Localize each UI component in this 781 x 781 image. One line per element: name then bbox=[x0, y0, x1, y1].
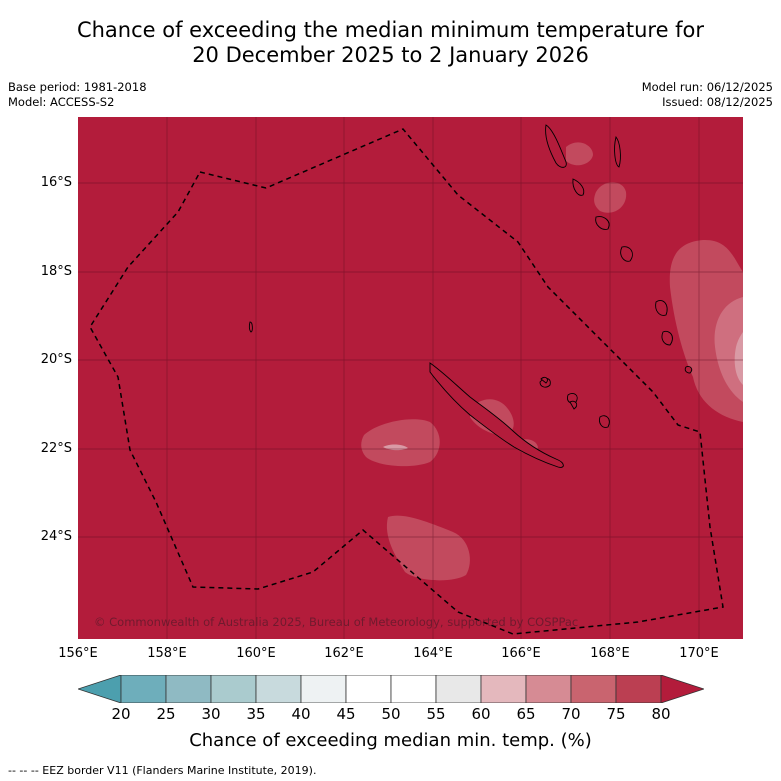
colorbar-cell-75 bbox=[615, 675, 662, 703]
map-svg bbox=[78, 117, 743, 639]
cbar-tick-50: 50 bbox=[381, 705, 401, 723]
cbar-tick-60: 60 bbox=[471, 705, 491, 723]
colorbar-cell-35 bbox=[255, 675, 302, 703]
cbar-tick-35: 35 bbox=[246, 705, 266, 723]
meta-left: Base period: 1981-2018 Model: ACCESS-S2 bbox=[8, 80, 147, 110]
copyright-text: © Commonwealth of Australia 2025, Bureau… bbox=[94, 615, 579, 629]
colorbar-cell-25 bbox=[165, 675, 212, 703]
lat-label-16s: 16°S bbox=[40, 175, 72, 190]
cbar-tick-70: 70 bbox=[561, 705, 581, 723]
patch-west bbox=[361, 419, 440, 467]
lat-label-20s: 20°S bbox=[40, 352, 72, 367]
colorbar-label: Chance of exceeding median min. temp. (%… bbox=[189, 730, 592, 751]
islet-c2 bbox=[569, 400, 578, 410]
vanuatu-efate bbox=[595, 216, 610, 230]
islet-e1 bbox=[655, 300, 668, 316]
lon-label-170e: 170°E bbox=[679, 646, 719, 661]
cbar-tick-75: 75 bbox=[606, 705, 626, 723]
base-period: Base period: 1981-2018 bbox=[8, 80, 147, 94]
islet-c1 bbox=[540, 376, 548, 384]
patch-east-core bbox=[734, 332, 743, 385]
colorbar-cell-50 bbox=[390, 675, 437, 703]
vanuatu-tanna bbox=[620, 246, 633, 262]
eez-border bbox=[89, 128, 724, 635]
colorbar-cell-20 bbox=[120, 675, 167, 703]
model-name: Model: ACCESS-S2 bbox=[8, 95, 115, 109]
cbar-tick-45: 45 bbox=[336, 705, 356, 723]
colorbar-cell-55 bbox=[435, 675, 482, 703]
lon-label-162e: 162°E bbox=[324, 646, 364, 661]
cbar-tick-30: 30 bbox=[201, 705, 221, 723]
colorbar-cell-30 bbox=[210, 675, 257, 703]
title-line-2: 20 December 2025 to 2 January 2026 bbox=[192, 43, 589, 67]
lon-label-160e: 160°E bbox=[236, 646, 276, 661]
colorbar-cell-40 bbox=[300, 675, 347, 703]
lon-label-164e: 164°E bbox=[413, 646, 453, 661]
islet-e3 bbox=[684, 366, 693, 374]
colorbar-high-arrow bbox=[660, 675, 704, 703]
cbar-tick-20: 20 bbox=[111, 705, 131, 723]
cbar-tick-25: 25 bbox=[156, 705, 176, 723]
eez-legend: -- -- -- EEZ border V11 (Flanders Marine… bbox=[8, 764, 317, 777]
islet-e2 bbox=[661, 330, 673, 346]
chart-title: Chance of exceeding the median minimum t… bbox=[0, 18, 781, 68]
lon-label-168e: 168°E bbox=[590, 646, 630, 661]
issued-date: Issued: 08/12/2025 bbox=[662, 95, 773, 109]
patch-east-inner bbox=[714, 297, 743, 402]
lat-label-18s: 18°S bbox=[40, 264, 72, 279]
map-panel: © Commonwealth of Australia 2025, Bureau… bbox=[78, 117, 743, 639]
colorbar-cell-60 bbox=[480, 675, 527, 703]
vanuatu-malekula bbox=[572, 178, 585, 196]
graticule bbox=[78, 117, 743, 639]
colorbar-cell-45 bbox=[345, 675, 392, 703]
cbar-tick-55: 55 bbox=[426, 705, 446, 723]
title-line-1: Chance of exceeding the median minimum t… bbox=[76, 18, 705, 42]
model-run: Model run: 06/12/2025 bbox=[641, 80, 773, 94]
meta-right: Model run: 06/12/2025 Issued: 08/12/2025 bbox=[642, 80, 773, 110]
lon-label-156e: 156°E bbox=[58, 646, 98, 661]
new-caledonia-coast bbox=[429, 362, 564, 468]
colorbar-cells bbox=[120, 675, 662, 703]
cbar-tick-65: 65 bbox=[516, 705, 536, 723]
islet-w1 bbox=[248, 321, 253, 333]
vanuatu-espiritu bbox=[545, 124, 567, 168]
lon-label-158e: 158°E bbox=[147, 646, 187, 661]
colorbar-cell-70 bbox=[570, 675, 617, 703]
patch-south bbox=[386, 515, 470, 581]
lon-label-166e: 166°E bbox=[501, 646, 541, 661]
lat-label-24s: 24°S bbox=[40, 529, 72, 544]
patch-north-1 bbox=[566, 142, 593, 166]
colorbar-cell-65 bbox=[525, 675, 572, 703]
coastlines bbox=[248, 124, 693, 468]
cbar-tick-80: 80 bbox=[651, 705, 671, 723]
colorbar-low-arrow bbox=[78, 675, 122, 703]
cbar-tick-40: 40 bbox=[291, 705, 311, 723]
colorbar bbox=[78, 675, 704, 703]
lat-label-22s: 22°S bbox=[40, 441, 72, 456]
vanuatu-north bbox=[614, 136, 621, 168]
